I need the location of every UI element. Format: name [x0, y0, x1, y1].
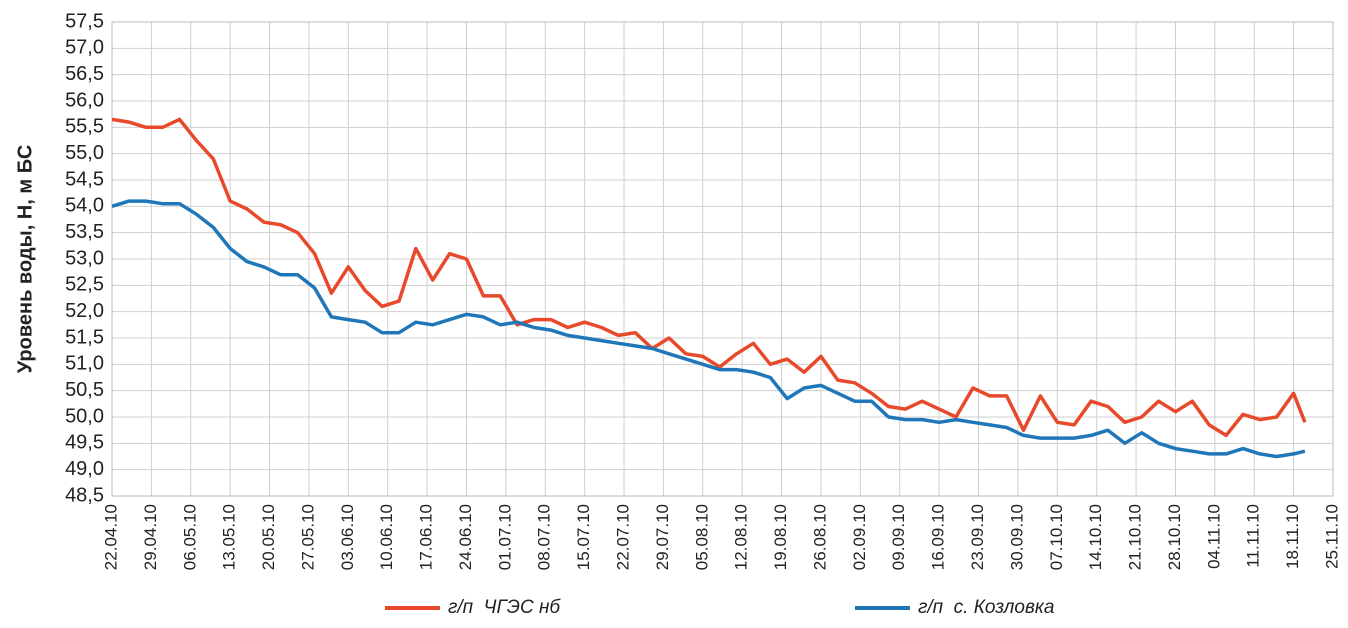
- x-tick-label: 22.07.10: [614, 504, 633, 570]
- x-tick-label: 25.11.10: [1322, 504, 1341, 569]
- x-tick-label: 18.11.10: [1283, 504, 1302, 569]
- plot-border: [111, 21, 1334, 497]
- y-tick-label: 50,0: [65, 405, 104, 427]
- y-tick-label: 49,0: [65, 458, 104, 480]
- x-tick-label: 28.10.10: [1165, 504, 1184, 570]
- x-tick-label: 23.09.10: [968, 504, 987, 570]
- y-tick-label: 54,5: [65, 168, 104, 190]
- x-tick-label: 27.05.10: [298, 504, 317, 570]
- y-tick-label: 52,0: [65, 300, 104, 322]
- y-tick-label: 48,5: [65, 484, 104, 506]
- x-tick-label: 02.09.10: [850, 504, 869, 570]
- y-tick-label: 57,5: [65, 10, 104, 32]
- y-tick-label: 53,0: [65, 247, 104, 269]
- y-tick-label: 55,0: [65, 142, 104, 164]
- x-tick-label: 29.07.10: [653, 504, 672, 570]
- x-tick-label: 16.09.10: [929, 504, 948, 570]
- x-tick-label: 21.10.10: [1126, 504, 1145, 570]
- y-axis-label: Уровень воды, Н, м БС: [14, 145, 36, 374]
- y-tick-label: 51,5: [65, 326, 104, 348]
- y-tick-label: 53,5: [65, 221, 104, 243]
- x-tick-label: 24.06.10: [456, 504, 475, 570]
- x-tick-label: 13.05.10: [220, 504, 239, 570]
- x-tick-label: 15.07.10: [574, 504, 593, 570]
- legend-label: г/п ЧГЭС нб: [448, 597, 561, 618]
- legend-label: г/п с. Козловка: [918, 597, 1054, 618]
- x-tick-label: 11.11.10: [1244, 504, 1263, 568]
- x-tick-label: 03.06.10: [338, 504, 357, 570]
- x-tick-label: 22.04.10: [101, 504, 120, 570]
- x-tick-label: 05.08.10: [692, 504, 711, 570]
- y-tick-label: 49,5: [65, 432, 104, 454]
- data-line: [111, 199, 1306, 459]
- y-tick-label: 54,0: [65, 195, 104, 217]
- x-tick-label: 10.06.10: [377, 504, 396, 570]
- x-tick-label: 14.10.10: [1086, 504, 1105, 570]
- x-tick-label: 20.05.10: [259, 504, 278, 570]
- x-tick-label: 30.09.10: [1007, 504, 1026, 570]
- y-tick-label: 55,5: [65, 116, 104, 138]
- y-tick-label: 56,0: [65, 89, 104, 111]
- x-tick-label: 07.10.10: [1047, 504, 1066, 570]
- x-tick-label: 09.09.10: [889, 504, 908, 570]
- x-tick-label: 06.05.10: [180, 504, 199, 570]
- y-tick-label: 51,0: [65, 353, 104, 375]
- y-tick-label: 56,5: [65, 63, 104, 85]
- x-tick-label: 29.04.10: [141, 504, 160, 570]
- x-tick-label: 08.07.10: [535, 504, 554, 570]
- x-tick-label: 12.08.10: [732, 504, 751, 570]
- y-tick-label: 52,5: [65, 274, 104, 296]
- y-tick-label: 50,5: [65, 379, 104, 401]
- x-tick-label: 04.11.10: [1204, 504, 1223, 569]
- x-tick-label: 01.07.10: [495, 504, 514, 570]
- y-tick-label: 57,0: [65, 37, 104, 59]
- data-line: [111, 117, 1307, 438]
- x-tick-label: 17.06.10: [417, 504, 436, 570]
- x-tick-label: 26.08.10: [810, 504, 829, 570]
- x-tick-label: 19.08.10: [771, 504, 790, 570]
